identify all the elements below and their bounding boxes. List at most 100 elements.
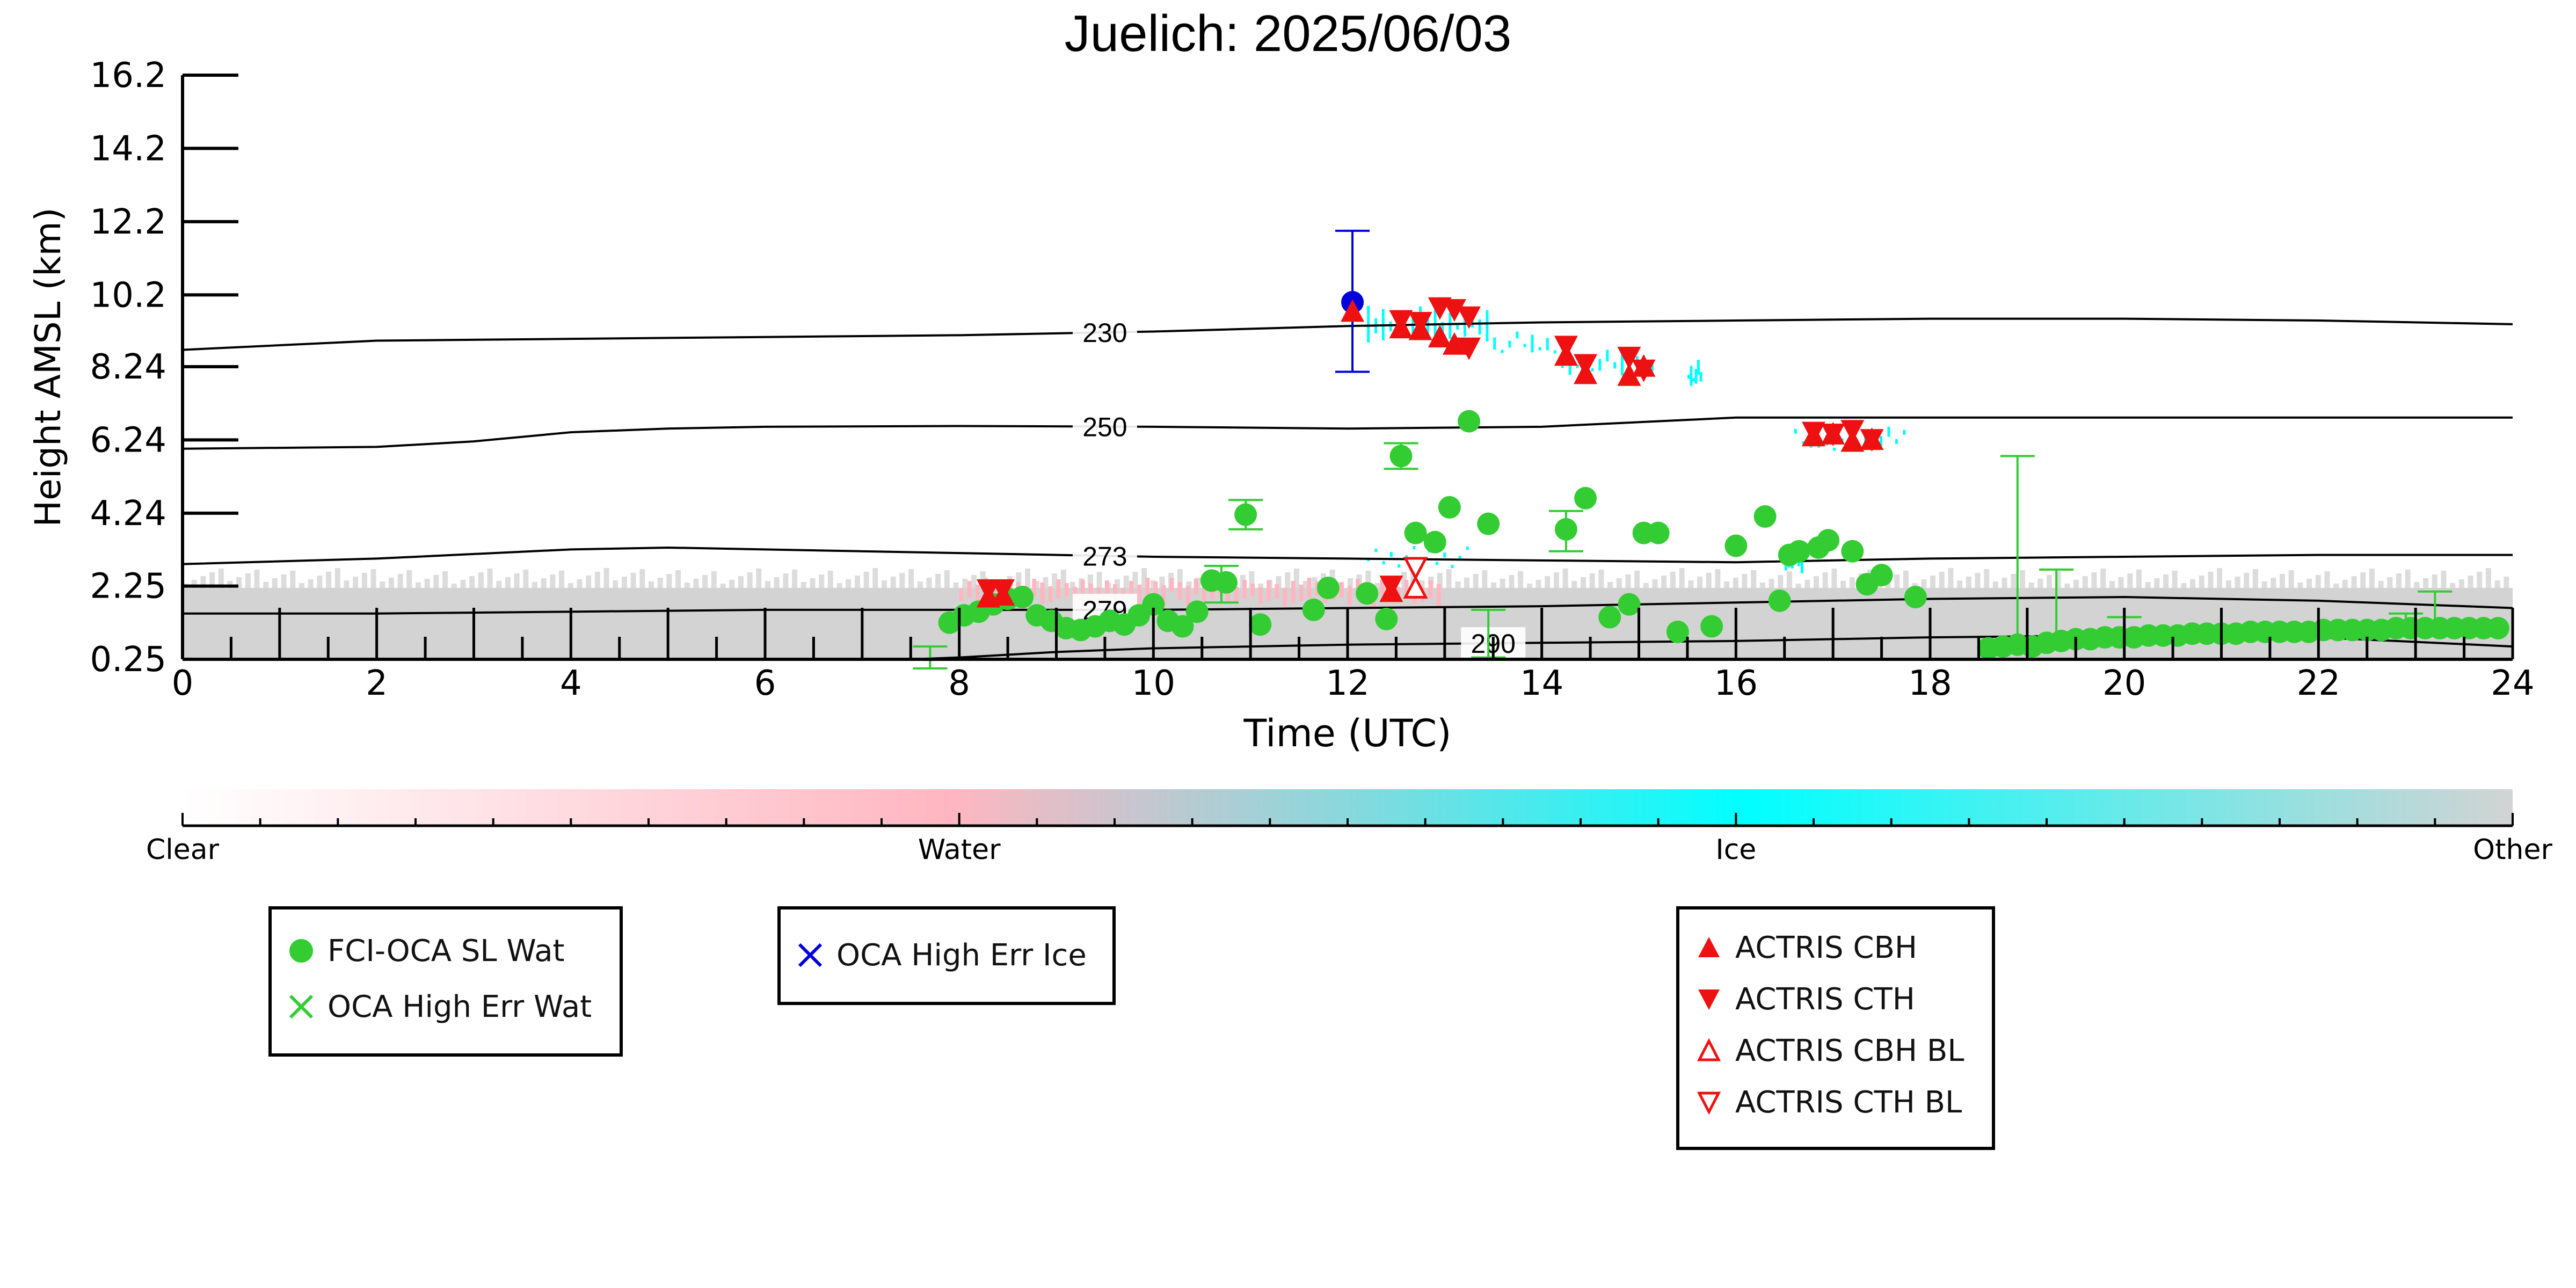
colorbar-label: Other: [2473, 834, 2552, 866]
water-speck: [1436, 584, 1441, 606]
band-speck: [361, 572, 367, 588]
isotherm-label-bg: [1072, 540, 1137, 572]
band-speck: [1159, 576, 1165, 588]
y-tick-label: 12.2: [90, 202, 167, 242]
green-x-icon: [282, 988, 320, 1025]
ice-streak: [1389, 552, 1393, 557]
ice-streak: [1903, 430, 1906, 435]
band-speck: [2055, 571, 2061, 588]
band-speck: [1822, 572, 1828, 588]
band-speck: [711, 571, 717, 588]
band-speck: [532, 581, 537, 588]
ice-streak: [1699, 372, 1702, 382]
band-speck: [1966, 576, 1971, 588]
ice-streak: [1598, 359, 1602, 371]
band-speck: [577, 579, 583, 588]
band-speck: [1948, 567, 1954, 588]
fci-oca-sl-wat-point: [1787, 540, 1810, 563]
band-speck: [451, 583, 457, 588]
red-triangle-down-icon: [1690, 980, 1728, 1018]
band-speck: [801, 581, 806, 588]
band-speck: [1025, 568, 1031, 588]
water-speck: [1129, 580, 1134, 595]
water-speck: [1299, 584, 1304, 601]
band-speck: [380, 581, 385, 588]
band-speck: [2163, 574, 2169, 588]
band-speck: [388, 577, 394, 588]
legend-label: OCA High Err Wat: [328, 989, 592, 1024]
isotherm-label-273: 273: [1082, 541, 1127, 571]
red-open-triangle-down-icon: [1690, 1083, 1728, 1121]
band-speck: [370, 569, 376, 588]
band-speck: [2073, 579, 2079, 588]
band-speck: [810, 578, 816, 588]
ice-streak: [1367, 305, 1370, 343]
band-speck: [2109, 580, 2115, 588]
band-speck: [783, 573, 789, 588]
water-speck: [1428, 580, 1433, 599]
water-speck: [1161, 585, 1166, 605]
band-speck: [603, 567, 609, 588]
band-speck: [935, 573, 941, 588]
band-speck: [236, 577, 242, 588]
band-speck: [1177, 569, 1183, 588]
fci-oca-sl-wat-point: [1904, 586, 1927, 609]
band-speck: [442, 571, 448, 588]
isotherm-273: [182, 546, 2513, 565]
band-speck: [1984, 569, 1990, 588]
ice-streak: [1553, 350, 1556, 354]
band-speck: [344, 580, 350, 588]
band-speck: [406, 570, 412, 588]
band-speck: [1759, 582, 1765, 588]
legend-item-actris-cth: ACTRIS CTH: [1679, 975, 1992, 1023]
band-speck: [2468, 575, 2473, 588]
band-speck: [2297, 582, 2303, 588]
fci-oca-sl-wat-point: [1458, 410, 1481, 433]
x-tick-label: 12: [1326, 664, 1369, 703]
band-speck: [1410, 567, 1416, 588]
legend-label: ACTRIS CBH BL: [1735, 1033, 1964, 1068]
band-speck: [774, 577, 780, 588]
band-speck: [2369, 568, 2375, 588]
fci-oca-sl-wat-point: [1438, 496, 1461, 519]
band-speck: [1545, 576, 1551, 588]
fci-oca-sl-wat-point: [1700, 615, 1723, 638]
band-speck: [2405, 569, 2411, 588]
band-speck: [2011, 573, 2017, 588]
actris-cth-point: [1840, 420, 1865, 443]
water-speck: [1169, 578, 1174, 592]
band-speck: [1302, 580, 1308, 588]
band-speck: [882, 580, 887, 588]
band-speck: [594, 571, 600, 588]
isotherm-label-bg: [1072, 316, 1137, 349]
band-speck: [227, 580, 233, 588]
band-speck: [756, 568, 762, 588]
ice-streak: [1493, 337, 1496, 350]
band-speck: [200, 576, 206, 588]
band-speck: [2504, 576, 2509, 588]
water-speck: [1080, 579, 1085, 601]
ice-streak: [1436, 562, 1439, 565]
water-speck: [1137, 584, 1142, 603]
fci-oca-sl-wat-point: [1249, 613, 1272, 636]
ice-streak: [1802, 441, 1805, 445]
band-speck: [863, 571, 869, 588]
fci-oca-sl-wat-point: [1185, 600, 1209, 623]
ice-streak: [1613, 362, 1617, 369]
band-speck: [550, 574, 556, 588]
band-speck: [1598, 569, 1604, 588]
ice-streak: [1523, 344, 1526, 347]
water-speck: [1145, 577, 1150, 600]
band-speck: [1482, 570, 1488, 588]
water-speck: [975, 584, 980, 605]
actris-cth-point: [1554, 336, 1578, 359]
band-speck: [1939, 571, 1945, 588]
band-speck: [2244, 572, 2250, 588]
ice-streak: [1546, 338, 1549, 351]
band-speck: [326, 571, 332, 588]
band-speck: [496, 580, 502, 588]
band-speck: [1733, 577, 1738, 588]
ice-streak: [1690, 366, 1693, 386]
water-speck: [1242, 579, 1247, 599]
band-speck: [1562, 568, 1568, 588]
